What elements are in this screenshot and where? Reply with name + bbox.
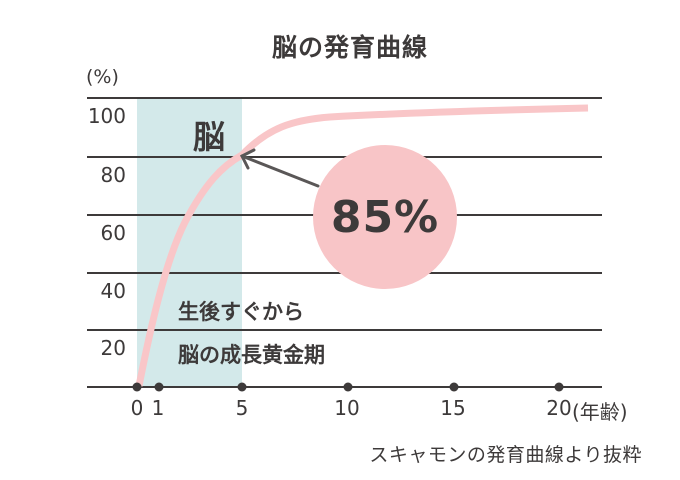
x-axis-unit: (年齢) [572, 400, 628, 424]
curve-label: 脳 [193, 118, 226, 156]
annotation-line-1: 生後すぐから [178, 300, 304, 324]
x-axis-ticks [132, 382, 564, 392]
x-tick-10: 10 [334, 396, 360, 420]
arrow-icon [239, 148, 320, 188]
percentage-value: 85% [330, 191, 440, 243]
x-tick-0: 0 [130, 396, 144, 420]
highlight-band [137, 98, 242, 387]
chart-title: 脳の発育曲線 [271, 33, 428, 62]
y-tick-100: 100 [87, 104, 126, 128]
x-tick-15: 15 [440, 396, 466, 420]
y-tick-40: 40 [100, 279, 126, 303]
annotation-line-2: 脳の成長黄金期 [178, 343, 325, 367]
source-note: スキャモンの発育曲線より抜粋 [369, 444, 642, 466]
x-tick-5: 5 [235, 396, 249, 420]
brain-growth-curve [135, 104, 589, 387]
x-tick-1: 1 [151, 396, 165, 420]
y-tick-20: 20 [100, 336, 126, 360]
x-tick-20: 20 [546, 396, 572, 420]
y-tick-60: 60 [100, 221, 126, 245]
y-axis-unit: (%) [86, 66, 119, 88]
y-tick-80: 80 [100, 163, 126, 187]
percentage-badge: 85% [313, 145, 457, 289]
